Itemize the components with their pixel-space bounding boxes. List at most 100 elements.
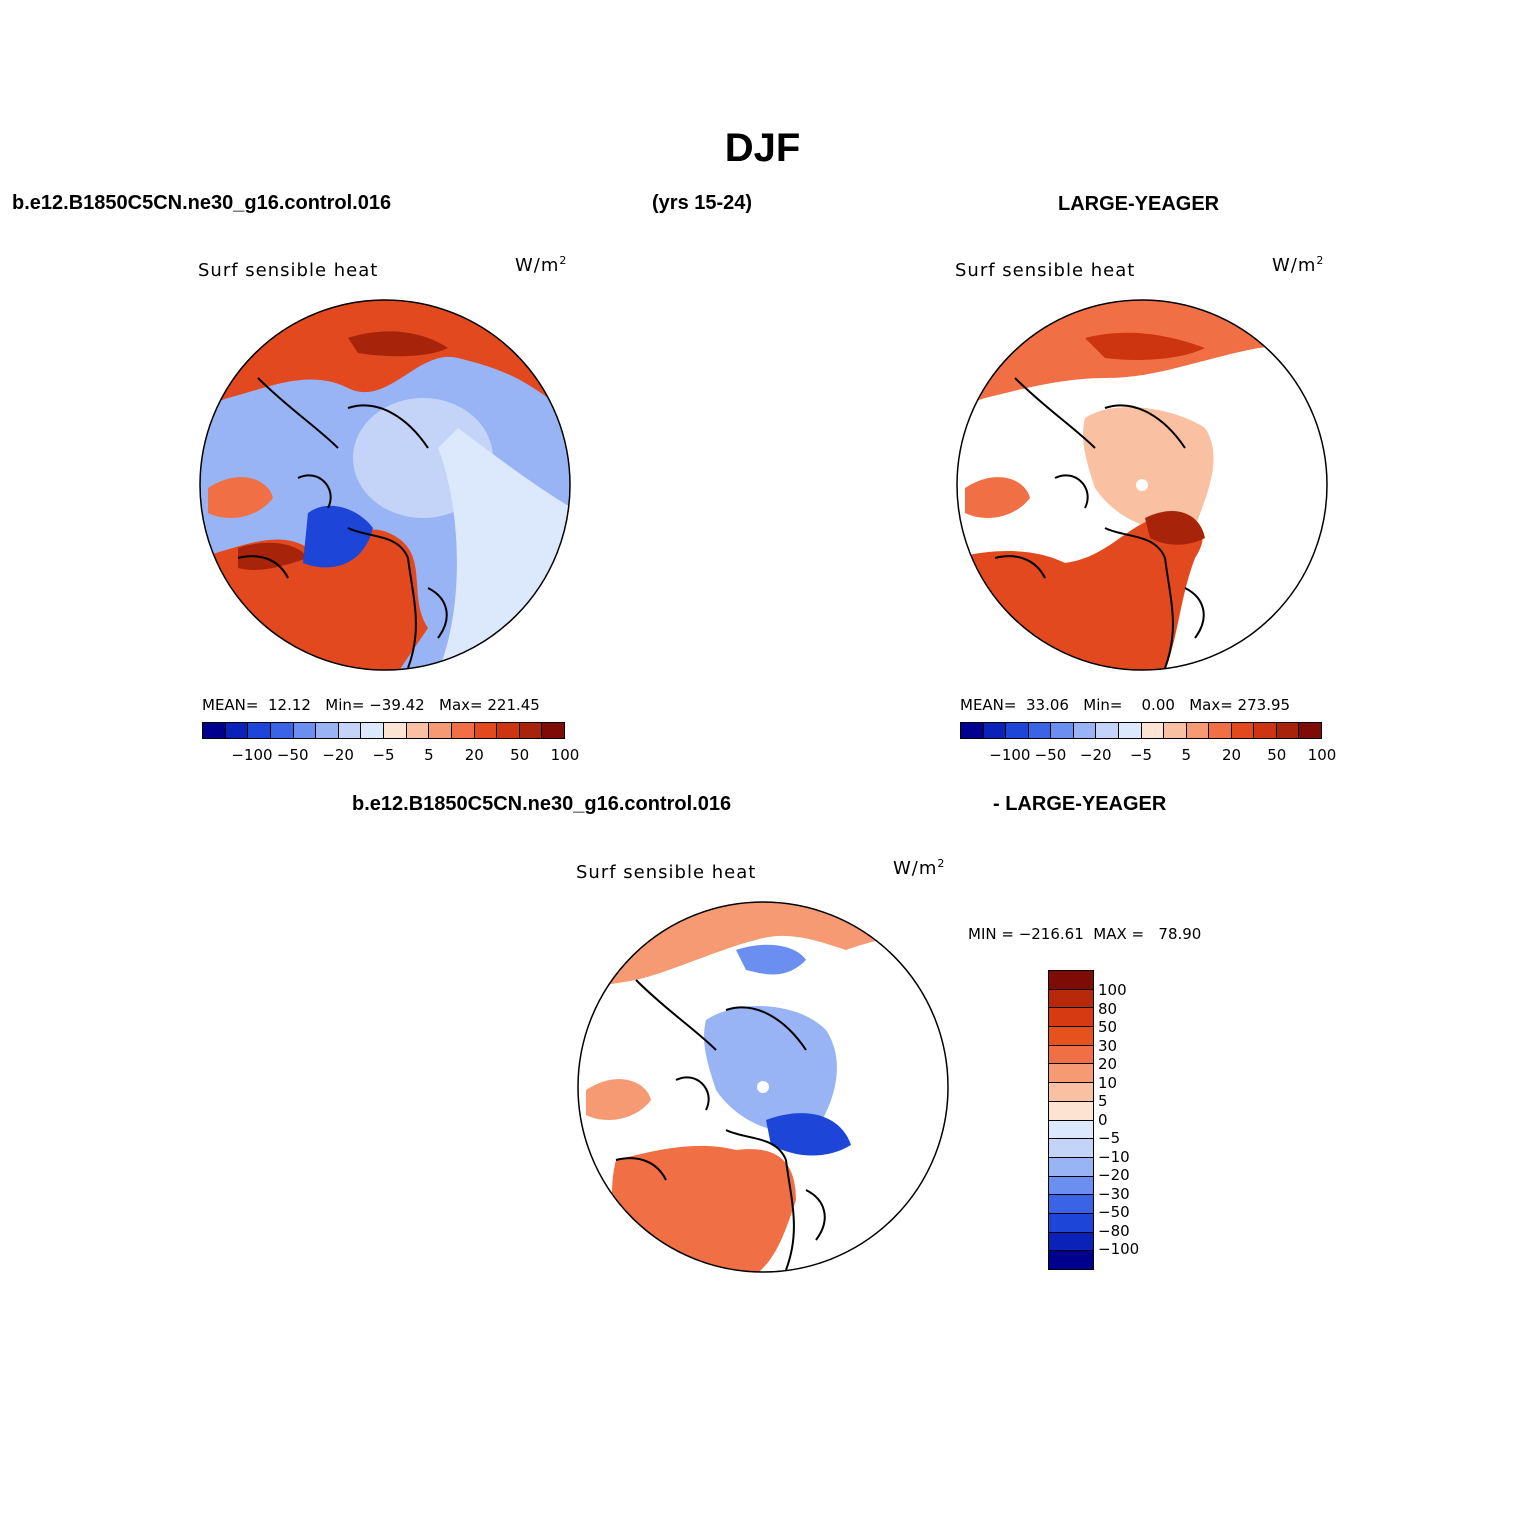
colorbar-tick-label: −100 — [231, 746, 273, 764]
colorbar-tick-label: 50 — [1098, 1018, 1118, 1036]
colorbar-swatch — [1141, 723, 1165, 738]
colorbar-tick-label: −100 — [1098, 1240, 1140, 1258]
colorbar-swatch — [1049, 971, 1093, 990]
map-field-warm-north — [200, 300, 570, 418]
colorbar-tick-label: −30 — [1098, 1184, 1130, 1203]
colorbar-swatch — [270, 723, 294, 738]
model-polar-map — [199, 299, 571, 671]
colorbar-swatch — [384, 723, 407, 738]
colorbar-swatch — [1049, 1251, 1093, 1269]
colorbar-tick-label: 20 — [464, 746, 484, 764]
colorbar-swatch — [1049, 989, 1093, 1009]
colorbar-tick-label: −50 — [1034, 746, 1067, 764]
map-field-arctic — [704, 1006, 837, 1133]
colorbar-swatch — [1049, 1176, 1093, 1196]
map-field-warm-west — [586, 1079, 651, 1120]
obs-stats: MEAN= 33.06 Min= 0.00 Max= 273.95 — [960, 696, 1291, 714]
obs-units-label: W/m2 — [1272, 254, 1325, 276]
colorbar-swatch — [1231, 723, 1255, 738]
colorbar-swatch — [316, 723, 339, 738]
map-field-warm-dark — [348, 331, 448, 357]
diff-variable-label: Surf sensible heat — [576, 862, 757, 883]
map-field-warm-dark — [1085, 332, 1205, 360]
colorbar-tick-label: 100 — [1098, 981, 1127, 999]
map-coastlines — [237, 377, 448, 669]
colorbar-tick-label: 50 — [1267, 746, 1287, 764]
colorbar-tick-label: 30 — [1098, 1036, 1118, 1055]
colorbar-swatch — [1028, 723, 1052, 738]
diff-units-label: W/m2 — [893, 857, 946, 879]
colorbar-swatch — [1049, 1083, 1093, 1102]
colorbar-tick-label: −20 — [1098, 1166, 1130, 1184]
colorbar-tick-label: −50 — [276, 746, 309, 764]
colorbar-swatch — [1006, 723, 1029, 738]
colorbar-tick-label: 20 — [1098, 1055, 1118, 1073]
colorbar-swatch — [1049, 1139, 1093, 1158]
map-field-cool-dark — [766, 1113, 851, 1156]
colorbar-swatch — [225, 723, 249, 738]
map-field-arctic — [1083, 407, 1214, 531]
colorbar-swatch — [293, 723, 317, 738]
map-coastlines — [615, 979, 826, 1271]
colorbar-swatch — [1096, 723, 1119, 738]
colorbar-swatch — [1186, 723, 1210, 738]
colorbar-tick-label: −20 — [1079, 746, 1112, 764]
colorbar-swatch — [361, 723, 384, 738]
colorbar-swatch — [1299, 723, 1321, 738]
colorbar-tick-label: 20 — [1221, 746, 1242, 764]
colorbar-swatch — [248, 723, 271, 738]
colorbar-swatch — [1073, 723, 1097, 738]
colorbar-tick-label: −5 — [1098, 1129, 1121, 1147]
map-field-greenland — [303, 505, 373, 568]
colorbar-tick-label: 5 — [424, 746, 434, 764]
colorbar-swatch — [1049, 1045, 1093, 1065]
colorbar-swatch — [961, 723, 984, 738]
colorbar-tick-label: 100 — [1307, 746, 1337, 764]
colorbar-tick-label: 0 — [1098, 1110, 1108, 1129]
colorbar-swatch — [497, 723, 520, 738]
map-boundary — [577, 901, 949, 1273]
colorbar-swatch — [203, 723, 226, 738]
page-title: DJF — [724, 126, 801, 170]
colorbar-swatch — [1049, 1008, 1093, 1028]
colorbar-tick-label: −5 — [372, 746, 395, 764]
model-colorbar-ticks: −100 −50 −20 −5 5 20 50 100 — [202, 746, 579, 766]
colorbar-tick-label: 50 — [510, 746, 530, 764]
colorbar-swatch — [1049, 1101, 1093, 1121]
obs-polar-map — [956, 299, 1328, 671]
colorbar-swatch — [1049, 1213, 1093, 1233]
map-field-warm-dark-2 — [238, 542, 308, 570]
obs-variable-label: Surf sensible heat — [955, 260, 1136, 281]
diff-polar-map — [577, 901, 949, 1273]
colorbar-swatch — [1049, 1157, 1093, 1177]
colorbar-swatch — [1049, 1195, 1093, 1214]
colorbar-swatch — [1276, 723, 1300, 738]
colorbar-swatch — [406, 723, 430, 738]
model-colorbar — [202, 722, 565, 739]
model-variable-label: Surf sensible heat — [198, 260, 379, 281]
colorbar-swatch — [1164, 723, 1187, 738]
years-header: (yrs 15-24) — [652, 192, 753, 214]
obs-name-header: LARGE-YEAGER — [1058, 193, 1220, 215]
colorbar-swatch — [1049, 1064, 1093, 1084]
diff-stats: MIN = −216.61 MAX = 78.90 — [968, 925, 1202, 943]
map-field-warm-atlantic — [612, 1145, 796, 1272]
colorbar-swatch — [451, 723, 475, 738]
colorbar-tick-label: 5 — [1098, 1092, 1108, 1110]
colorbar-swatch — [1049, 1027, 1093, 1046]
colorbar-tick-label: −100 — [989, 746, 1031, 764]
obs-colorbar-ticks: −100 −50 −20 −5 5 20 50 100 — [960, 746, 1336, 766]
colorbar-swatch — [474, 723, 498, 738]
colorbar-swatch — [519, 723, 543, 738]
colorbar-swatch — [1049, 1232, 1093, 1252]
obs-colorbar — [960, 722, 1322, 739]
colorbar-swatch — [1051, 723, 1074, 738]
model-stats: MEAN= 12.12 Min= −39.42 Max= 221.45 — [202, 696, 540, 714]
map-field-warm-west — [208, 477, 273, 518]
diff-colorbar — [1048, 970, 1094, 1270]
case-name-header: b.e12.B1850C5CN.ne30_g16.control.016 — [12, 192, 392, 214]
map-field-cool-north — [736, 944, 806, 975]
colorbar-tick-label: 80 — [1098, 999, 1118, 1018]
colorbar-swatch — [1118, 723, 1142, 738]
colorbar-tick-label: −80 — [1098, 1221, 1130, 1240]
